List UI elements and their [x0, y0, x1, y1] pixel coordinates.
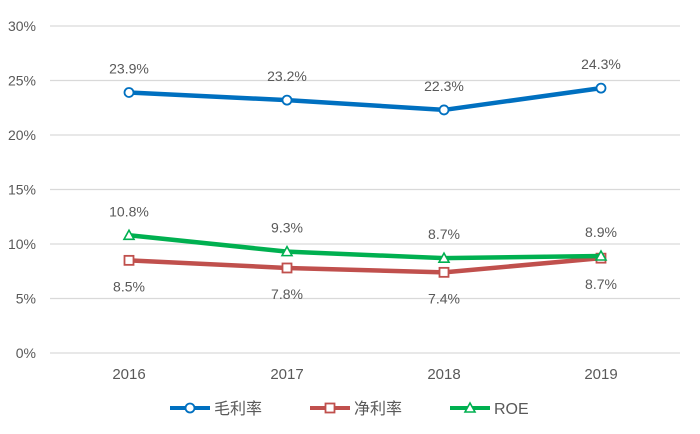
y-tick-label: 15% [8, 182, 36, 198]
x-tick-label: 2018 [427, 366, 460, 383]
y-tick-label: 0% [16, 345, 36, 361]
data-label: 23.2% [267, 68, 307, 84]
y-tick-label: 25% [8, 73, 36, 89]
x-tick-label: 2019 [584, 366, 617, 383]
data-label: 22.3% [424, 78, 464, 94]
x-tick-label: 2016 [112, 366, 145, 383]
legend-marker [463, 401, 477, 413]
legend-label: ROE [494, 401, 529, 418]
data-point [281, 94, 293, 106]
y-tick-label: 10% [8, 236, 36, 252]
data-point [281, 262, 293, 274]
y-tick-label: 30% [8, 18, 36, 34]
data-point [122, 228, 136, 241]
data-label: 9.3% [271, 220, 303, 236]
data-point [123, 254, 135, 266]
data-label: 8.7% [585, 276, 617, 292]
data-label: 8.7% [428, 226, 460, 242]
data-point [595, 82, 607, 94]
data-label: 8.9% [585, 224, 617, 240]
data-point [438, 104, 450, 116]
data-point [438, 266, 450, 278]
legend-marker [184, 402, 196, 414]
y-tick-label: 5% [16, 291, 36, 307]
data-point [280, 244, 294, 257]
data-label: 7.4% [428, 290, 460, 306]
data-point [437, 251, 451, 263]
x-tick-label: 2017 [270, 366, 303, 383]
data-point [123, 87, 135, 98]
data-label: 8.5% [113, 278, 145, 294]
series-line [128, 233, 602, 261]
data-label: 24.3% [581, 56, 621, 72]
series-line [128, 85, 602, 113]
legend-marker [324, 402, 336, 414]
data-label: 7.8% [271, 286, 303, 302]
legend-label: 净利率 [354, 400, 402, 418]
data-point [594, 249, 608, 261]
data-label: 10.8% [109, 203, 149, 219]
legend-label: 毛利率 [214, 400, 262, 418]
series-line [128, 255, 602, 275]
y-tick-label: 20% [8, 127, 36, 143]
data-label: 23.9% [109, 60, 149, 76]
